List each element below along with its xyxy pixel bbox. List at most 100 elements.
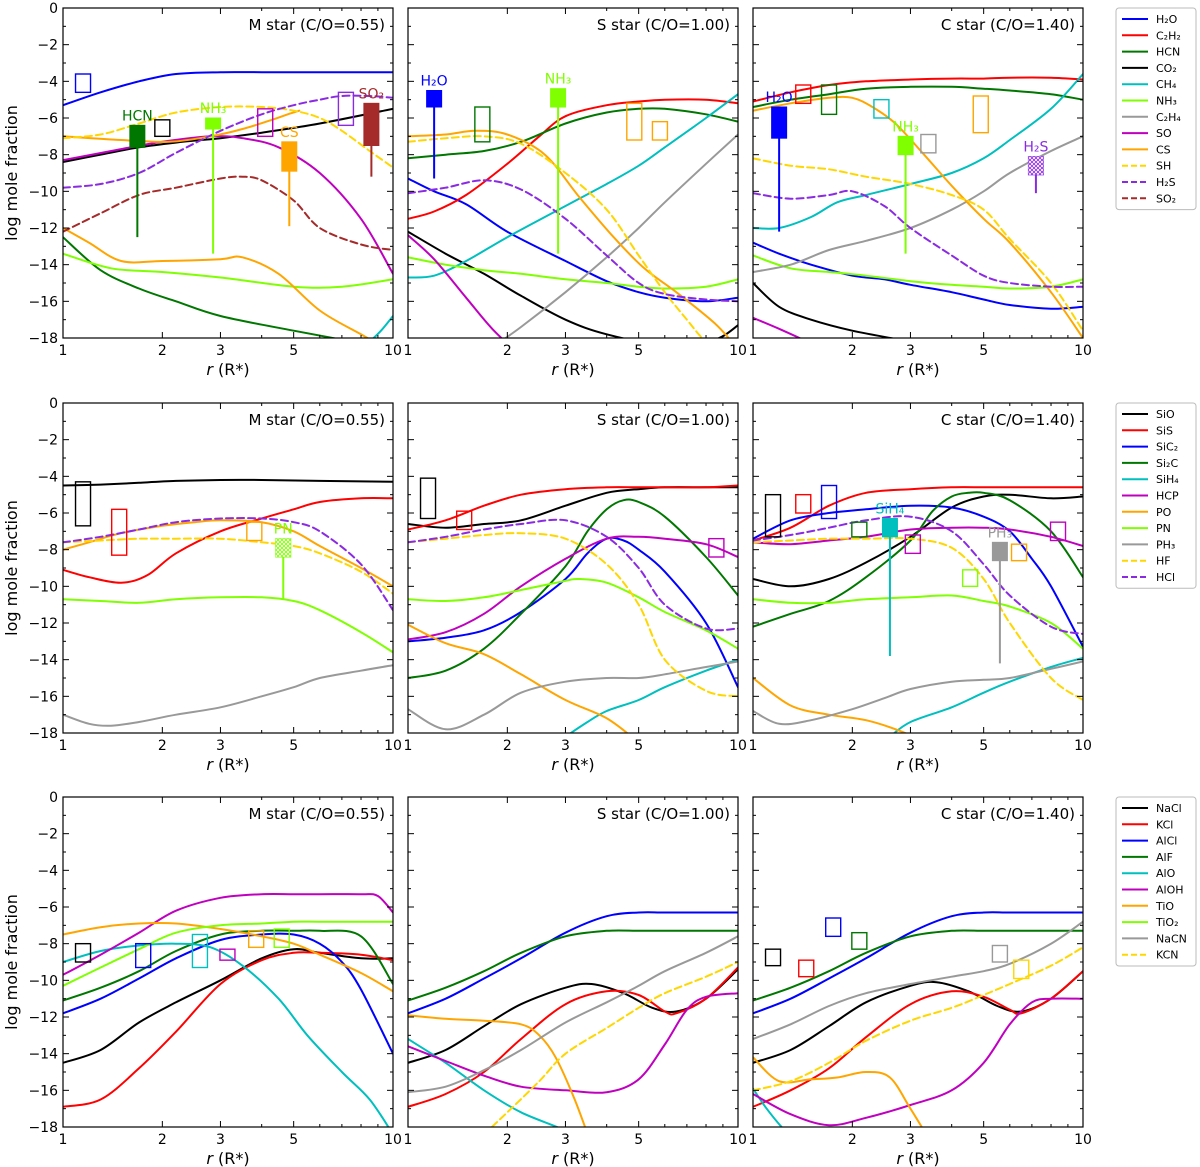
curve-hcn [408,107,738,160]
obs-box-hcp [1049,521,1067,542]
y-tick-label: −16 [28,294,58,310]
y-tick-label: −2 [37,433,58,449]
curve-aloh [753,997,1083,1127]
observations-group [74,928,290,969]
legend-label-hcn: HCN [1156,46,1180,59]
x-axis-label-var: r [896,755,904,774]
curve-ph3 [408,660,738,731]
obs-box-so [257,108,274,138]
panel-title: M star (C/O=0.55) [248,411,385,429]
legend-label-alf: AlF [1156,851,1173,864]
curve-c2h2 [753,76,1083,103]
curves-group [408,484,738,733]
obs-bar-nh3 [205,117,222,130]
legend-frame [1115,402,1197,589]
x-tick-label: 3 [906,1132,915,1148]
obs-box-alo [191,933,209,969]
curve-nh3 [408,256,738,290]
y-tick-label: 0 [49,396,58,412]
panel-frame [407,796,739,1128]
x-axis-label-var: r [206,360,214,379]
obs-box-cs [626,102,643,141]
x-axis-label-var: r [896,360,904,379]
curve-sis [63,497,393,584]
curves-group [408,93,738,338]
x-tick-label: 10 [384,343,402,359]
curve-ph3 [753,660,1083,726]
y-tick-label: −8 [37,543,58,559]
curve-tio2 [63,920,393,987]
y-tick-label: −10 [28,579,58,595]
panel-r1-m-star-c-o-0-55: HCN NH₃ CS SO₂ M star (C/O=0.55) 1 2 3 5 10 0 −2 −4 −… [2,1,402,379]
curve-sio [63,478,393,487]
panel-title: C star (C/O=1.40) [941,411,1075,429]
x-tick-label: 5 [289,738,298,754]
x-tick-label: 5 [634,343,643,359]
x-tick-label: 5 [979,1132,988,1148]
x-axis-label: r (R*) [206,755,249,774]
x-axis-label-unit: (R*) [903,360,940,379]
obs-box-c2h4 [920,133,937,154]
curve-alcl [753,911,1083,1015]
curve-sh [408,135,704,338]
x-tick-label: 2 [158,1132,167,1148]
x-axis-label-var: r [551,1149,559,1167]
obs-bar-ph3 [991,541,1008,562]
curve-so [63,135,393,275]
ticks-group: 1 2 3 5 10 [749,796,1092,1148]
obs-box-kcn [1013,959,1030,980]
obs-box-sis [795,493,812,514]
panel-title: S star (C/O=1.00) [597,805,730,823]
obs-box-sio [764,493,782,538]
x-tick-label: 1 [404,1132,413,1148]
obs-box-tio [248,930,265,949]
obs-box-nacl [764,948,782,967]
curve-sic2 [408,536,738,689]
curve-nacn [753,920,1083,1040]
obs-label-h2o: H₂O [421,74,448,90]
curve-alo [63,942,390,1127]
legend-label-hcl: HCl [1156,571,1175,584]
legend-row-3: NaCl KCl AlCl AlF AlO AlOH TiO TiO₂ NaCN KCN [1115,796,1197,967]
x-tick-label: 5 [979,738,988,754]
obs-label-nh3: NH₃ [545,72,572,88]
x-tick-label: 3 [906,738,915,754]
curve-alcl [408,911,738,1015]
ticks-group: 1 2 3 5 10 [404,796,747,1148]
observations-group: H₂O NH₃ H₂S [766,84,1049,254]
panel-title: S star (C/O=1.00) [597,411,730,429]
legend-label-alo: AlO [1156,867,1176,880]
x-axis-label-var: r [551,755,559,774]
curve-hcl [63,517,393,612]
obs-label-nh3: NH₃ [892,119,919,135]
obs-hatch-pn [275,538,291,557]
x-axis-label-var: r [206,755,214,774]
x-tick-label: 5 [634,738,643,754]
legend-label-nh3: NH₃ [1156,95,1177,108]
curve-h2s [63,94,393,189]
curve-hf [63,537,393,595]
y-tick-label: −2 [37,38,58,54]
obs-box-nacl [74,942,92,963]
y-tick-label: −2 [37,827,58,843]
x-tick-label: 10 [729,343,747,359]
panel-r3-m-star-c-o-0-55: M star (C/O=0.55) 1 2 3 5 10 0 −2 −4 −6 −8 −10 −12 −1… [2,790,402,1167]
obs-box-cs [972,95,989,134]
x-tick-label: 3 [561,738,570,754]
obs-box-nacn [991,944,1009,963]
x-axis-label: r (R*) [206,360,249,379]
y-tick-label: −10 [28,184,58,200]
x-tick-label: 10 [384,1132,402,1148]
obs-bar-h2o [426,90,443,108]
legend-label-sih4: SiH₄ [1156,473,1179,486]
obs-label-hcn: HCN [122,108,153,124]
curve-aloh [408,992,738,1094]
obs-box-pn [961,569,979,588]
panel-r1-s-star-c-o-1-00: H₂O NH₃ S star (C/O=1.00) 1 2 3 5 10 r (R*) [404,7,747,379]
x-tick-label: 10 [1074,738,1092,754]
obs-box-si2c [851,521,868,538]
obs-box-alcl [135,942,152,969]
curve-alf [408,929,738,1002]
y-axis-label: log mole fraction [2,500,21,636]
y-tick-label: −14 [28,653,58,669]
